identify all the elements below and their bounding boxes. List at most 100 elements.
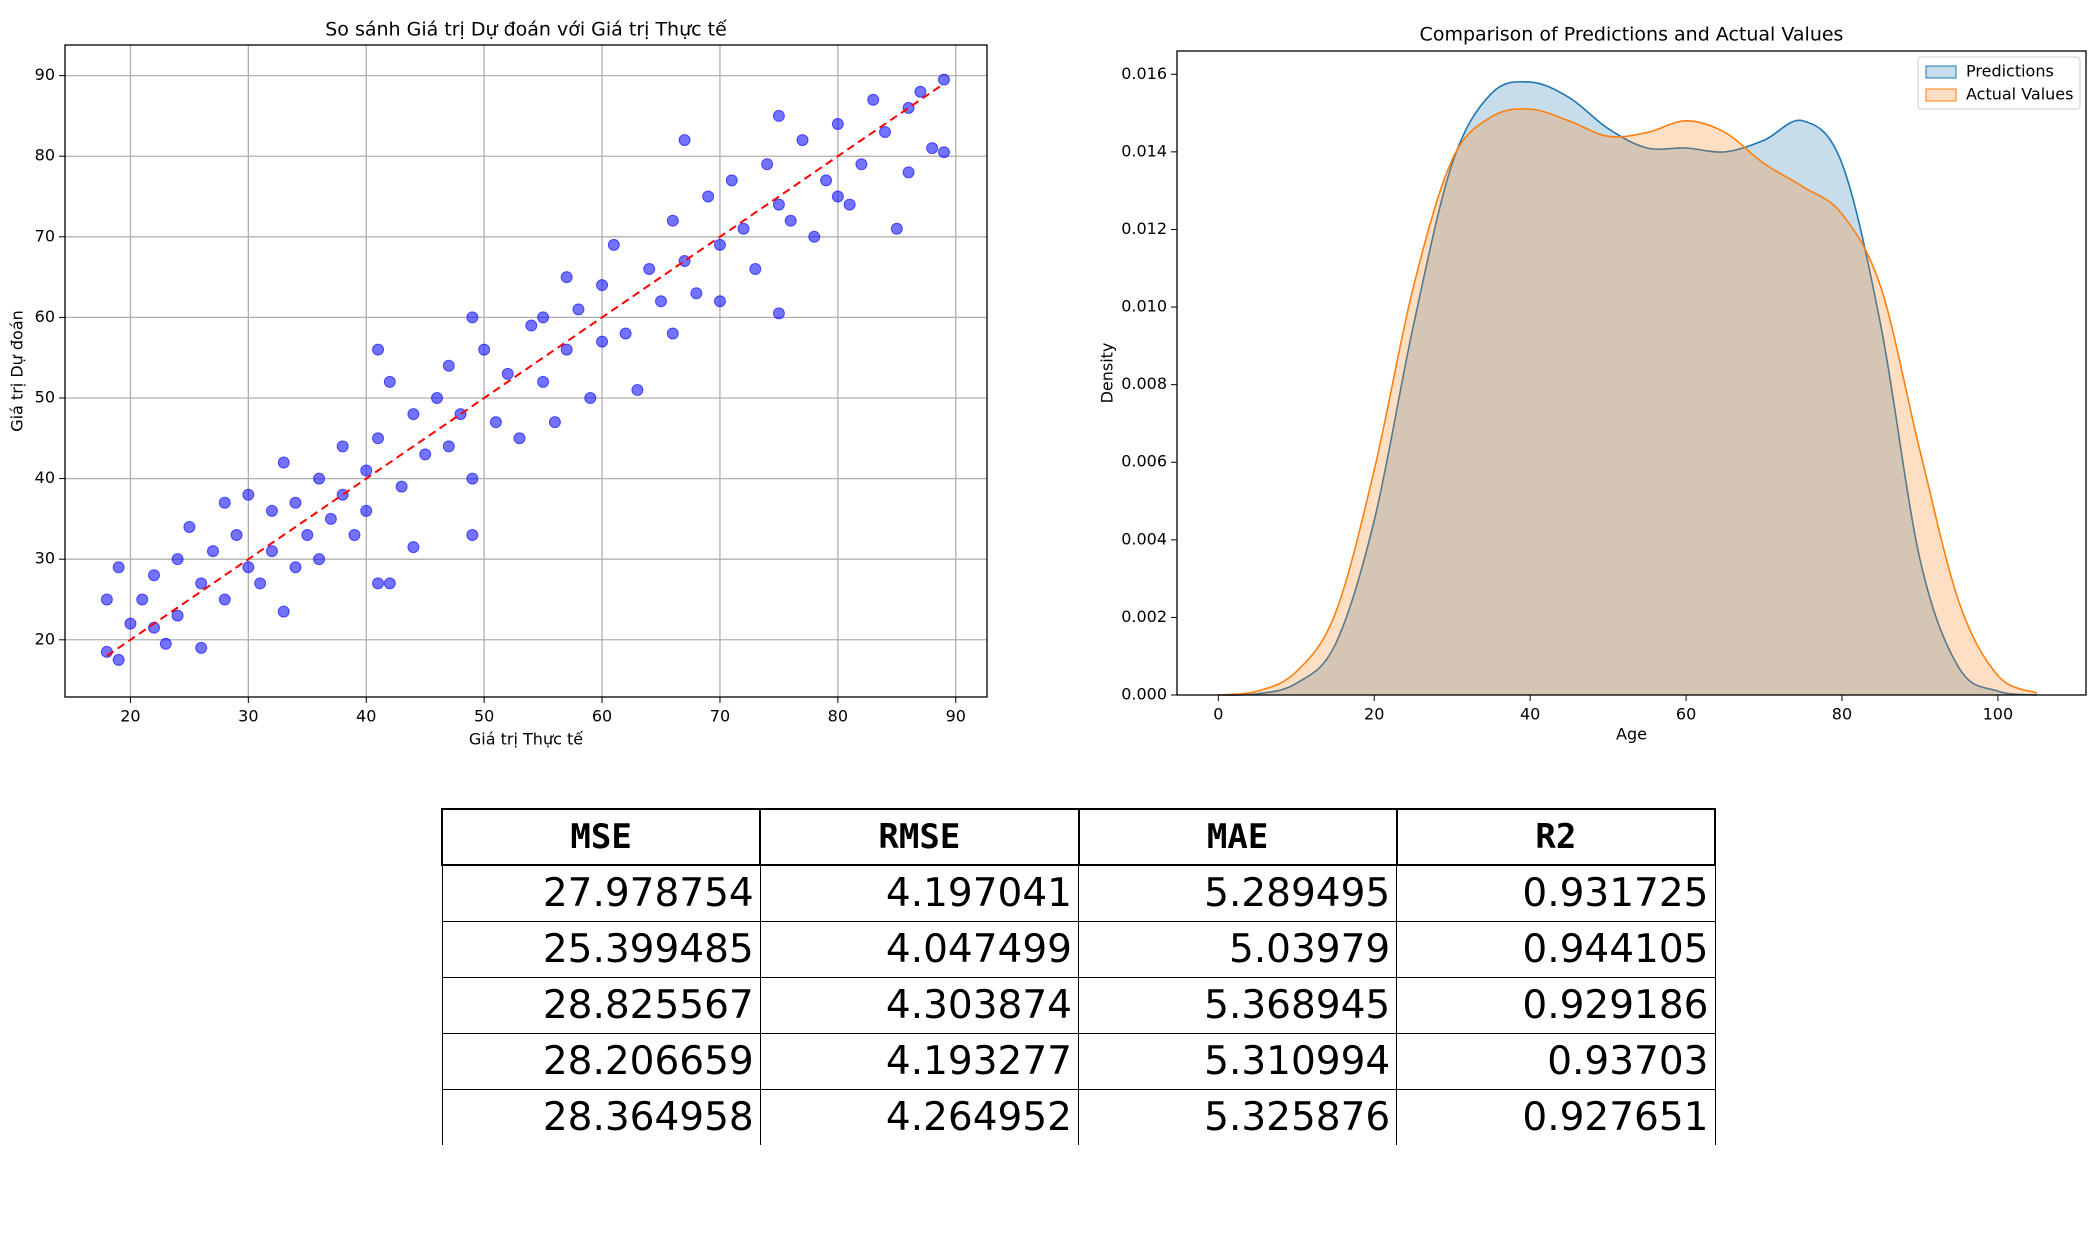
point [631,383,644,396]
point [772,109,785,122]
cell: 4.197041 [759,865,1080,922]
y-tick-label: 0.002 [1121,607,1167,626]
point [725,174,738,187]
charts: So sánh Giá trị Dự đoán với Giá trị Thực… [8,19,2087,749]
x-tick-label: 80 [828,707,848,726]
point [136,593,149,606]
y-tick-label: 0.012 [1121,219,1167,238]
point [124,617,137,630]
point [831,190,844,203]
point [890,222,903,235]
point [407,541,420,554]
point [713,295,726,308]
point [159,637,172,650]
point [937,146,950,159]
cell: 27.978754 [441,865,761,922]
point [772,307,785,320]
point [737,222,750,235]
point [372,343,385,356]
point [395,480,408,493]
y-tick-label: 0.014 [1121,141,1167,160]
point [324,512,337,525]
header-cell: R2 [1395,808,1717,866]
point [242,561,255,574]
x-tick-label: 50 [474,707,494,726]
point [383,375,396,388]
x-tick-label: 80 [1832,705,1852,724]
point [879,126,892,139]
y-tick-label: 60 [35,307,55,326]
point [513,432,526,445]
point [596,335,609,348]
point [454,408,467,421]
legend-swatch [1925,88,1957,102]
point [148,569,161,582]
point [584,391,597,404]
metrics-table: MSE RMSE MAE R2 27.978754 4.197041 5.289495 0.9… [440,808,1717,1145]
chart-title: Comparison of Predictions and Actual Val… [1420,24,1844,46]
point [619,327,632,340]
table-row: 28.825567 4.303874 5.368945 0.929186 [441,977,1716,1034]
cell: 0.93703 [1396,1033,1716,1090]
header-cell: MAE [1077,808,1398,866]
point [466,529,479,542]
y-axis-label: Giá trị Dự đoán [8,310,27,432]
point [796,134,809,147]
point [537,375,550,388]
point [784,214,797,227]
cell: 28.206659 [441,1033,761,1090]
point [360,464,373,477]
cell: 5.03979 [1077,921,1398,978]
point [501,367,514,380]
point [478,343,491,356]
area [1218,108,2037,695]
point [572,303,585,316]
cell: 0.944105 [1396,921,1716,978]
point [430,391,443,404]
point [466,311,479,324]
y-tick-label: 20 [35,629,55,648]
y-tick-label: 40 [35,468,55,487]
point [336,488,349,501]
x-tick-label: 20 [1364,705,1384,724]
point [289,561,302,574]
point [383,577,396,590]
point [442,359,455,372]
header-cell: MSE [440,808,762,866]
cell: 0.929186 [1396,977,1716,1034]
y-tick-label: 30 [35,549,55,568]
plot-frame [1176,50,2087,696]
y-tick-label: 0.010 [1121,297,1167,316]
point [206,545,219,558]
point [560,343,573,356]
point [466,472,479,485]
point [831,117,844,130]
cell: 0.927651 [1396,1089,1716,1145]
point [265,545,278,558]
cell: 5.310994 [1077,1033,1398,1090]
cell: 0.931725 [1396,865,1716,922]
x-tick-label: 60 [592,707,612,726]
x-tick-label: 100 [1983,705,2014,724]
point [596,279,609,292]
x-tick-label: 40 [356,707,376,726]
point [442,440,455,453]
point [218,593,231,606]
point [525,319,538,332]
legend-swatch [1925,65,1957,79]
point [702,190,715,203]
point [195,577,208,590]
x-axis-label: Age [1616,725,1647,744]
table-body: 27.978754 4.197041 5.289495 0.931725 25.3994… [441,865,1716,1145]
point [678,254,691,267]
point [808,230,821,243]
y-tick-label: 50 [35,387,55,406]
table-row: 28.364958 4.264952 5.325876 0.927651 [441,1089,1716,1145]
point [372,577,385,590]
x-tick-label: 60 [1676,705,1696,724]
point [690,287,703,300]
cell: 4.193277 [759,1033,1080,1090]
point [643,263,656,276]
point [265,504,278,517]
